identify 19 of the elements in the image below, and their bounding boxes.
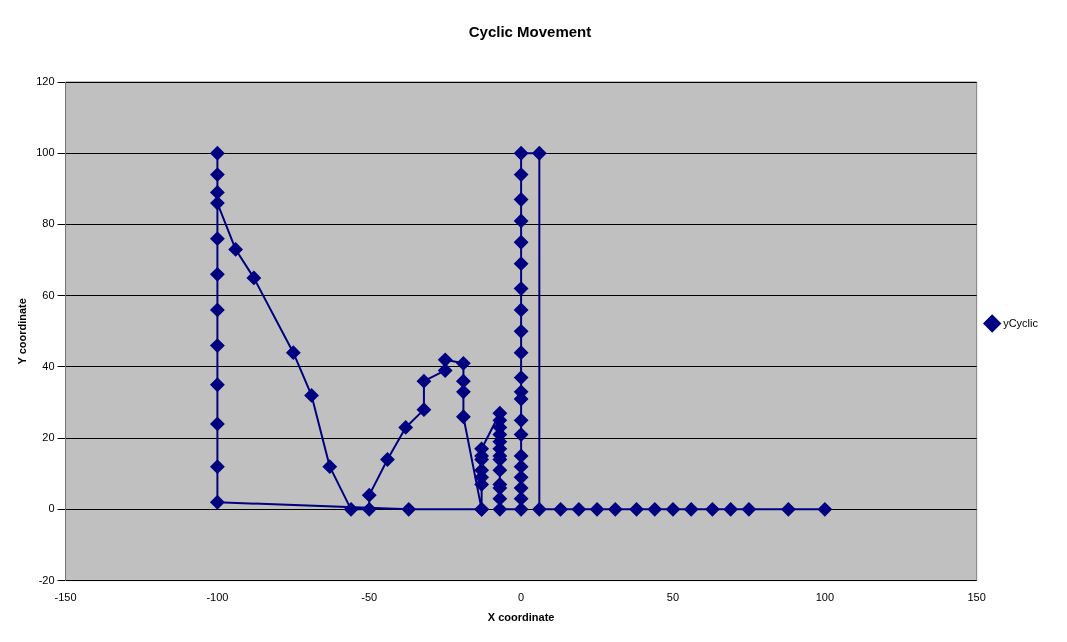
x-tick-label: 0 xyxy=(518,591,525,604)
chart-title: Cyclic Movement xyxy=(468,23,592,41)
y-tick-label: 60 xyxy=(42,288,55,301)
x-tick-label: -50 xyxy=(361,591,378,604)
x-tick-label: 50 xyxy=(666,591,680,604)
y-tick-label: 20 xyxy=(42,431,55,444)
x-tick-label: 150 xyxy=(967,591,986,604)
x-tick-label: 100 xyxy=(815,591,834,604)
legend-label: yCyclic xyxy=(1003,316,1039,329)
y-tick-label: 120 xyxy=(36,75,55,88)
y-tick-label: -20 xyxy=(38,573,55,586)
y-axis-title: Y coordinate xyxy=(15,298,28,365)
y-tick-label: 100 xyxy=(36,146,55,159)
x-axis-title: X coordinate xyxy=(487,611,555,624)
x-tick-label: -150 xyxy=(54,591,77,604)
y-tick-label: 40 xyxy=(42,359,55,372)
y-tick-label: 80 xyxy=(42,217,55,230)
x-tick-label: -100 xyxy=(206,591,229,604)
y-tick-label: 0 xyxy=(48,502,55,515)
